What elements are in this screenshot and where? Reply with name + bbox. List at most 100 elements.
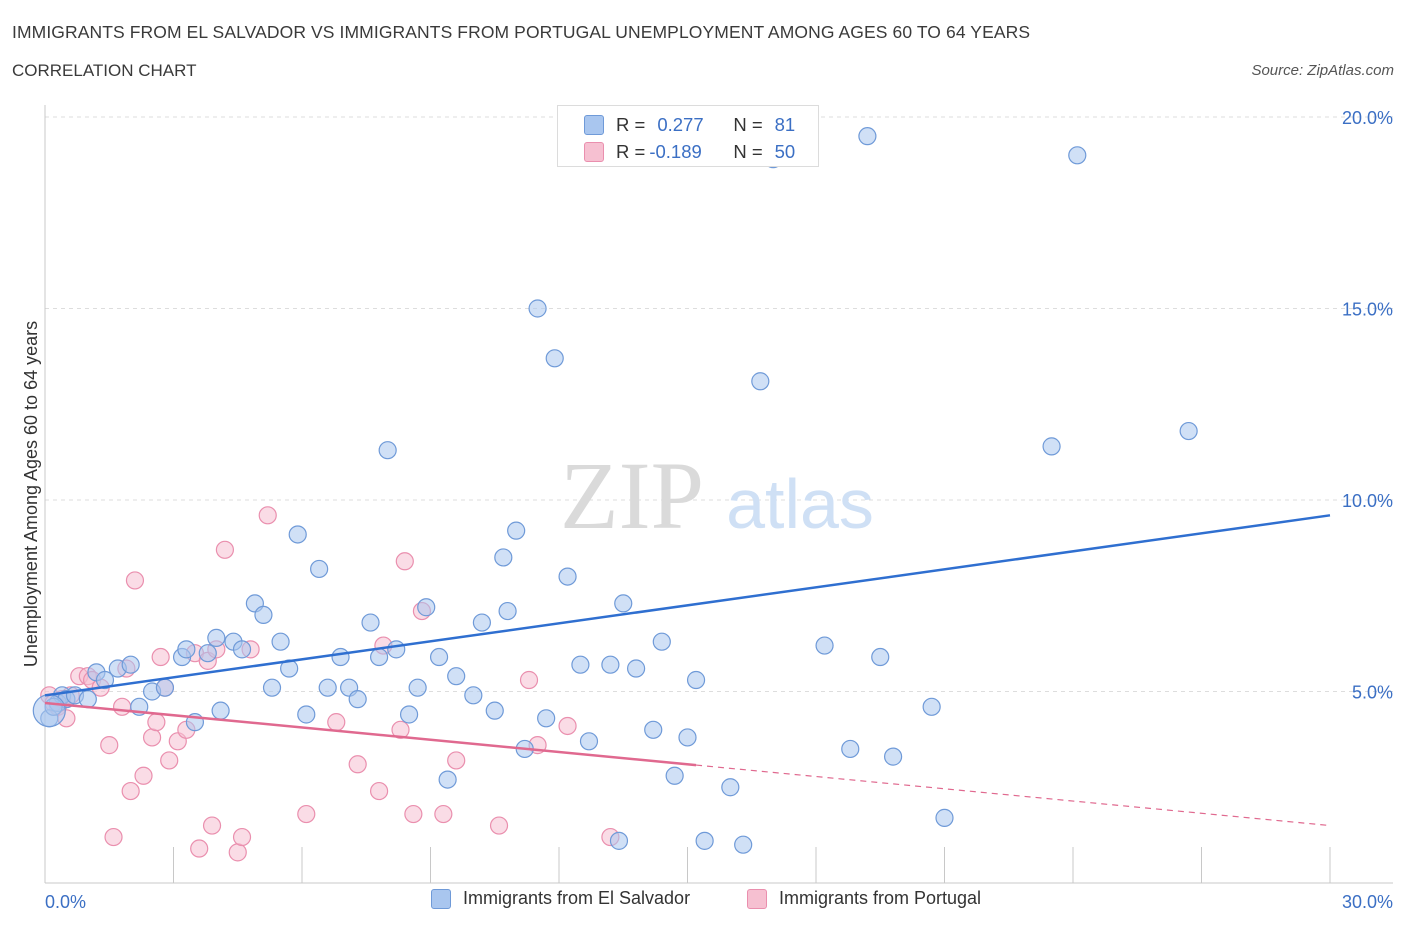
data-point (348, 755, 367, 774)
data-point (310, 559, 329, 579)
portugal-trend-line (44, 701, 697, 767)
data-point (678, 728, 697, 747)
data-point (190, 839, 209, 858)
y-tick-label: 15.0% (1342, 300, 1393, 320)
data-point (142, 728, 162, 747)
data-point (1068, 146, 1087, 165)
data-point (104, 827, 123, 847)
data-point (498, 601, 517, 621)
r-value: -0.189 (649, 141, 702, 162)
source-label: Source: ZipAtlas.com (1251, 62, 1394, 79)
data-point (571, 655, 590, 674)
data-point (841, 739, 860, 759)
data-point (485, 701, 504, 720)
data-point (507, 521, 526, 540)
data-point (288, 525, 307, 544)
n-value: 50 (774, 141, 796, 162)
data-point (494, 548, 513, 567)
data-point (447, 667, 466, 686)
pink-swatch-icon (584, 142, 604, 162)
portugal-trend-line-extrapolated (696, 764, 1331, 827)
data-point (408, 678, 427, 697)
data-point (297, 705, 316, 724)
data-point (134, 766, 153, 785)
data-point (361, 613, 380, 632)
data-point (327, 713, 346, 732)
stats-row-el-salvador: R = 0.277 N = 81 (584, 112, 795, 138)
y-axis-label: Unemployment Among Ages 60 to 64 years (21, 321, 41, 667)
data-point (614, 594, 633, 613)
data-point (155, 678, 175, 697)
data-point (378, 441, 397, 460)
trend-lines (44, 514, 1331, 827)
pink-swatch-icon (747, 888, 767, 909)
data-point (121, 655, 140, 674)
n-label: N = (733, 141, 763, 162)
data-point (935, 808, 954, 827)
data-point (751, 372, 770, 391)
data-point (391, 720, 410, 739)
n-label: N = (733, 114, 763, 135)
r-label: R = (616, 114, 646, 135)
data-point (387, 640, 406, 659)
data-point (404, 804, 423, 824)
data-point (125, 571, 145, 590)
data-point (545, 349, 564, 368)
data-point (198, 644, 217, 663)
series-legend: Immigrants from El Salvador Immigrants f… (0, 888, 1406, 918)
data-point (78, 690, 97, 709)
data-point (871, 647, 890, 667)
el-salvador-trend-line (44, 514, 1331, 697)
data-point (1179, 421, 1198, 441)
data-point (579, 732, 599, 751)
data-point (399, 705, 419, 724)
legend-item-el-salvador[interactable]: Immigrants from El Salvador (431, 888, 690, 909)
data-point (644, 720, 663, 739)
data-point (215, 540, 234, 559)
legend-label: Immigrants from El Salvador (463, 888, 691, 908)
data-point (858, 127, 877, 146)
y-tick-label: 5.0% (1352, 683, 1393, 703)
axes (44, 105, 1393, 884)
data-point (331, 647, 350, 667)
data-point (528, 299, 547, 318)
data-point (100, 736, 119, 755)
data-point (922, 697, 941, 716)
data-point (258, 506, 277, 525)
data-point (417, 598, 436, 617)
y-tick-label: 10.0% (1342, 491, 1393, 511)
stats-row-portugal: R = -0.189 N = 50 (584, 139, 795, 165)
data-point (318, 678, 337, 697)
blue-swatch-icon (584, 115, 604, 135)
data-point (429, 647, 449, 667)
data-point (464, 686, 483, 705)
blue-swatch-icon (431, 888, 451, 909)
x-tick-label-max: 30.0% (1342, 892, 1393, 912)
data-point (438, 770, 457, 789)
data-point (472, 613, 491, 632)
data-point (370, 647, 389, 667)
data-point (558, 567, 577, 586)
r-value: 0.277 (657, 114, 704, 135)
data-point (228, 843, 247, 862)
data-point (151, 647, 170, 667)
data-point-cluster (32, 694, 66, 728)
data-point (395, 552, 414, 571)
data-point (207, 628, 226, 647)
watermark-zip: ZIP (560, 442, 704, 549)
data-point (519, 670, 539, 690)
data-point (686, 670, 706, 690)
data-point (601, 655, 620, 674)
data-point (609, 831, 629, 850)
data-point (883, 747, 903, 766)
data-point (121, 781, 140, 801)
x-tick-label-min: 0.0% (45, 892, 86, 912)
data-point (262, 678, 282, 697)
data-point (626, 659, 646, 678)
data-point (202, 816, 222, 835)
r-label: R = (616, 141, 646, 162)
y-tick-labels: 5.0% 10.0% 15.0% 20.0% (1342, 108, 1393, 703)
legend-item-portugal[interactable]: Immigrants from Portugal (747, 888, 981, 909)
n-value: 81 (774, 114, 796, 135)
